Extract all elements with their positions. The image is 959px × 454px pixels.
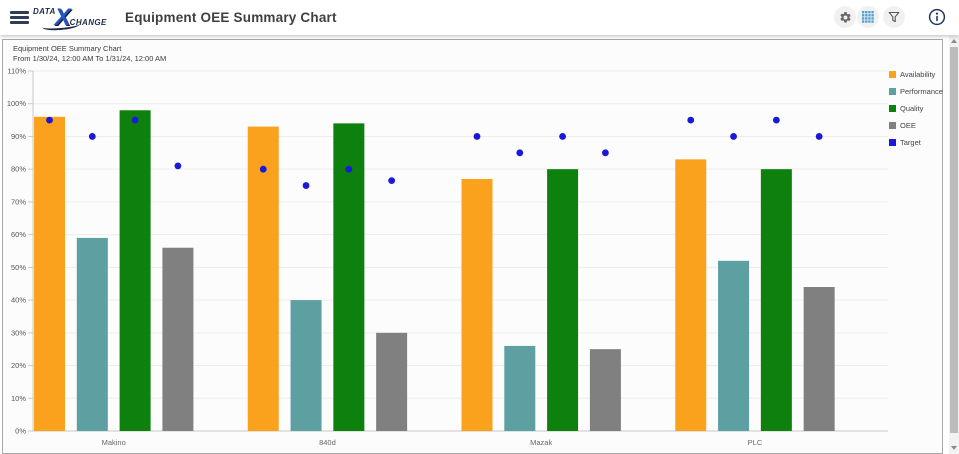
info-button[interactable]: [928, 8, 946, 26]
bar-availability-makino[interactable]: [34, 116, 65, 432]
x-axis-label: PLC: [748, 438, 763, 447]
bar-quality-plc[interactable]: [760, 169, 792, 431]
chart-subtitle: From 1/30/24, 12:00 AM To 1/31/24, 12:00…: [13, 53, 167, 63]
target-dot-plc[interactable]: [687, 116, 695, 124]
legend-item-target[interactable]: Target: [889, 138, 943, 147]
target-dot-mazak[interactable]: [559, 133, 566, 140]
up-arrow-icon: [951, 39, 957, 43]
scrollbar-up-button[interactable]: [949, 36, 959, 46]
scrollbar-down-button[interactable]: [949, 443, 959, 453]
logo-text-change: CHANGE: [69, 18, 107, 27]
bar-availability-840d[interactable]: [247, 126, 279, 432]
logo-x: X: [54, 3, 71, 31]
legend-item-oee[interactable]: OEE: [889, 121, 943, 130]
chart-card: Equipment OEE Summary Chart From 1/30/24…: [2, 39, 943, 454]
y-axis-label: 40%: [11, 296, 26, 305]
bar-performance-plc[interactable]: [718, 260, 750, 431]
y-axis-label: 100%: [7, 99, 27, 108]
info-icon: [928, 8, 946, 26]
y-axis-label: 70%: [11, 197, 26, 206]
bar-performance-mazak[interactable]: [504, 345, 536, 431]
legend-label: Availability: [900, 70, 936, 79]
oee-summary-chart: 0% 10% 20% 30% 40% 50% 60% 70% 80% 90% 100% 110% Mak…: [7, 67, 888, 447]
y-axis-label: 0%: [15, 427, 26, 436]
target-dot-mazak[interactable]: [516, 149, 524, 157]
target-dot-840d[interactable]: [302, 182, 310, 189]
y-axis-label: 110%: [7, 67, 26, 76]
grid-view-button[interactable]: [857, 6, 879, 28]
funnel-icon: [888, 11, 900, 23]
bar-quality-840d[interactable]: [333, 123, 365, 431]
y-axis-label: 90%: [11, 132, 26, 141]
logo-swoosh-icon: [41, 19, 81, 32]
y-axis-label: 30%: [11, 328, 26, 337]
y-axis-label: 10%: [11, 394, 26, 403]
bar-oee-840d[interactable]: [376, 332, 408, 431]
grid-icon: [862, 11, 874, 23]
legend-label: OEE: [900, 121, 916, 130]
settings-button[interactable]: [834, 6, 856, 28]
target-dot-840d[interactable]: [388, 177, 396, 185]
legend-item-availability[interactable]: Availability: [889, 70, 943, 79]
menu-button[interactable]: [10, 8, 30, 27]
legend-label: Target: [900, 138, 921, 147]
legend-swatch-icon: [889, 139, 896, 146]
legend-swatch-icon: [889, 122, 896, 129]
legend-item-performance[interactable]: Performance: [889, 87, 943, 96]
bar-performance-makino[interactable]: [76, 237, 108, 431]
legend-item-quality[interactable]: Quality: [889, 104, 943, 113]
target-dot-plc[interactable]: [815, 133, 823, 140]
bar-availability-plc[interactable]: [675, 159, 707, 431]
y-axis-label: 60%: [11, 230, 26, 239]
legend-swatch-icon: [889, 88, 896, 95]
x-axis-label: Mazak: [530, 438, 552, 447]
bar-availability-mazak[interactable]: [461, 179, 493, 431]
target-dot-makino[interactable]: [174, 162, 182, 170]
bar-oee-plc[interactable]: [803, 287, 835, 431]
bar-quality-makino[interactable]: [119, 110, 151, 431]
target-dot-makino[interactable]: [46, 116, 53, 124]
target-dot-plc[interactable]: [772, 116, 780, 124]
vertical-scrollbar[interactable]: [949, 36, 959, 454]
legend-swatch-icon: [889, 71, 896, 78]
target-dot-mazak[interactable]: [602, 149, 609, 157]
y-axis-label: 80%: [11, 165, 26, 174]
logo-text-data: DATA: [33, 7, 56, 16]
chart-title: Equipment OEE Summary Chart: [13, 44, 122, 53]
app-header: DATA X CHANGE Equipment OEE Summary Char…: [0, 0, 959, 35]
target-dot-makino[interactable]: [131, 116, 139, 124]
x-axis-label: Makino: [102, 438, 126, 447]
y-axis-label: 50%: [11, 263, 26, 272]
dataxchange-logo: DATA X CHANGE: [33, 2, 107, 33]
bar-quality-mazak[interactable]: [547, 169, 579, 431]
y-axis-label: 20%: [11, 361, 26, 370]
target-dot-plc[interactable]: [730, 133, 737, 140]
target-dot-840d[interactable]: [259, 165, 267, 173]
bar-oee-makino[interactable]: [162, 247, 194, 431]
x-axis-label: 840d: [319, 438, 336, 447]
target-dot-makino[interactable]: [88, 133, 96, 140]
legend-swatch-icon: [889, 105, 896, 112]
legend-label: Quality: [900, 104, 924, 113]
chart-legend: Availability Performance Quality OEE Target: [889, 70, 943, 147]
bar-oee-mazak[interactable]: [589, 349, 621, 431]
hamburger-icon: [10, 11, 29, 14]
down-arrow-icon: [951, 446, 957, 450]
target-dot-mazak[interactable]: [473, 133, 481, 140]
bar-performance-840d[interactable]: [290, 300, 322, 431]
legend-label: Performance: [900, 87, 943, 96]
page-title: Equipment OEE Summary Chart: [125, 10, 337, 25]
target-dot-840d[interactable]: [345, 165, 353, 173]
gear-icon: [839, 11, 851, 22]
filter-button[interactable]: [883, 6, 905, 28]
scrollbar-thumb[interactable]: [950, 47, 958, 433]
